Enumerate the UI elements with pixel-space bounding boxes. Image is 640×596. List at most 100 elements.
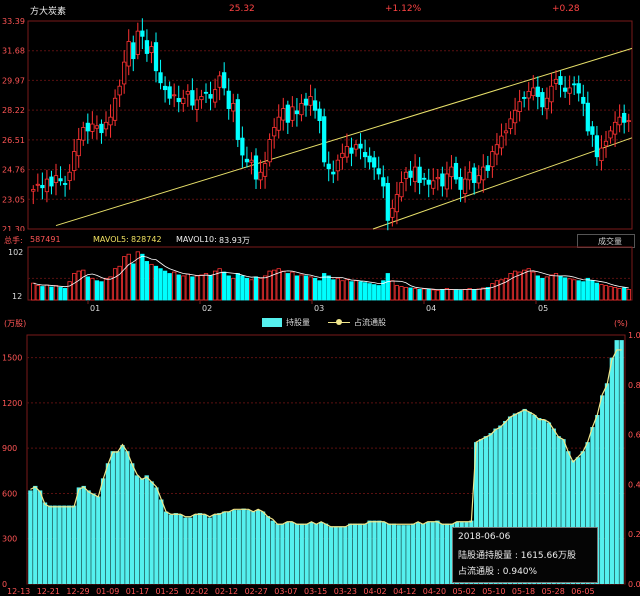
volume-bar <box>199 274 204 301</box>
holdings-bar <box>478 439 484 584</box>
mavol10-value: 83.93万 <box>219 236 250 245</box>
candle-body <box>390 207 395 218</box>
month-tick-label: 02 <box>202 304 212 313</box>
holdings-bar <box>323 523 329 584</box>
price-tick-label: 29.97 <box>2 76 25 85</box>
price-frame <box>27 20 633 230</box>
holdings-bar <box>338 526 343 584</box>
holdings-bar <box>134 475 140 584</box>
volume-bar <box>408 287 413 301</box>
candle-body <box>494 144 500 155</box>
holdings-bar <box>483 436 489 584</box>
candle-body <box>558 76 563 85</box>
volume-bar <box>335 277 340 301</box>
candle-body <box>162 85 168 91</box>
volume-bar <box>512 270 518 301</box>
total-volume-label: 总手: <box>4 236 23 245</box>
candle-body <box>212 89 218 103</box>
holdings-bar <box>532 414 537 584</box>
volume-bar <box>253 276 259 301</box>
volume-bar <box>590 280 595 301</box>
candle-body <box>581 96 586 104</box>
holdings-bar <box>440 523 445 584</box>
holdings-chart[interactable]: (万股) (%) 1500 1200 900 600 300 0 1.00 0.80 0.60 0.4… <box>0 314 640 596</box>
volume-bar <box>367 283 372 301</box>
volume-bar <box>203 273 209 301</box>
volume-bar <box>417 289 422 301</box>
tooltip-hold: 陆股通持股量 : 1615.66万股 <box>458 551 576 561</box>
holdings-bar <box>96 496 101 584</box>
candle-body <box>326 163 331 170</box>
candlestick-chart[interactable]: 33.39 31.68 29.97 28.22 26.51 24.76 23.05 21.30 <box>0 18 640 231</box>
volume-bar <box>317 280 322 301</box>
volume-bar <box>94 280 100 301</box>
volume-bar <box>490 283 495 301</box>
volume-bar <box>412 288 418 301</box>
holdings-bar <box>91 493 96 584</box>
candle-body <box>303 98 309 106</box>
volume-bar <box>112 268 118 301</box>
volume-bar <box>326 275 331 301</box>
volume-bar <box>526 268 531 301</box>
volume-bar <box>444 288 450 301</box>
volume-bar <box>235 273 240 301</box>
volume-bar <box>162 270 168 301</box>
holdings-bar <box>372 520 377 584</box>
candle-body <box>35 183 40 186</box>
holdings-bar <box>425 522 430 584</box>
price-tick-label: 33.39 <box>2 18 25 26</box>
holdings-bar <box>401 525 406 584</box>
tooltip-date: 2018-06-06 <box>458 532 511 542</box>
ratio-tick-label: 0.20 <box>628 530 640 539</box>
holdings-bar <box>280 523 285 584</box>
volume-bar <box>353 280 359 301</box>
holdings-bar <box>566 451 571 584</box>
date-tick-label: 04-02 <box>363 587 386 596</box>
candle-body <box>149 46 154 53</box>
holdings-bar <box>537 418 542 584</box>
holdings-bar <box>343 526 348 584</box>
candle-body <box>231 103 236 112</box>
candle-body <box>490 151 495 168</box>
holdings-bar <box>168 514 174 584</box>
volume-chart: 10212010203040506 <box>8 246 633 313</box>
volume-bar <box>576 280 581 301</box>
volume-bar <box>131 263 136 301</box>
stock-name: 方大炭素 <box>30 7 67 17</box>
candle-body <box>190 90 195 106</box>
holdings-bar <box>270 520 275 584</box>
candle-body <box>172 94 177 97</box>
candle-body <box>258 171 263 181</box>
holdings-bar <box>105 463 111 584</box>
volume-bar <box>308 276 313 301</box>
volume-bar <box>58 287 63 301</box>
holdings-bar <box>314 523 319 584</box>
volume-bar <box>194 275 200 301</box>
candle-body <box>140 30 145 37</box>
candle-body <box>112 97 118 121</box>
volume-bar <box>449 289 454 301</box>
volume-bar <box>399 286 404 301</box>
candle-body <box>576 83 581 94</box>
volume-bar <box>553 273 559 301</box>
volume-bar <box>217 268 222 301</box>
date-tick-label: 01-17 <box>126 587 149 596</box>
volume-bar <box>381 280 386 301</box>
candle-body <box>453 162 459 180</box>
holdings-bar <box>406 525 411 584</box>
volume-bar <box>558 275 563 301</box>
price-tick-label: 26.51 <box>2 136 25 145</box>
volume-bar <box>144 261 150 301</box>
candle-body <box>385 182 390 221</box>
holdings-bar <box>498 425 503 584</box>
holdings-bar <box>348 523 353 584</box>
candle-body <box>58 178 63 182</box>
date-tick-label: 03-15 <box>304 587 327 596</box>
hover-tooltip: 2018-06-06 陆股通持股量 : 1615.66万股 占流通股 : 0.9… <box>452 527 598 583</box>
holdings-bar <box>154 487 159 584</box>
holdings-bar <box>67 505 72 584</box>
ratio-tick-label: 0.00 <box>628 580 640 589</box>
candle-body <box>544 97 550 110</box>
date-tick-label: 05-02 <box>453 587 476 596</box>
holdings-bar <box>57 505 62 584</box>
